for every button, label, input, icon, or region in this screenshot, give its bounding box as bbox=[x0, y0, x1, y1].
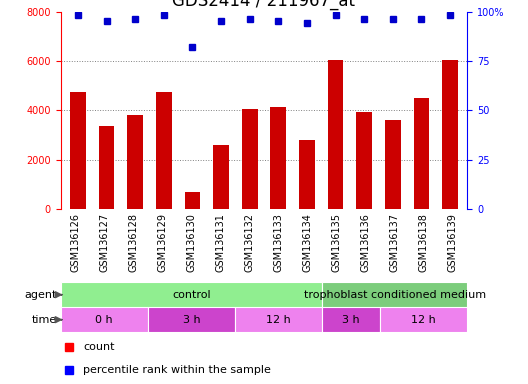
Text: GSM136134: GSM136134 bbox=[303, 213, 313, 272]
Text: time: time bbox=[31, 314, 56, 325]
Bar bbox=[322, 282, 467, 307]
Text: percentile rank within the sample: percentile rank within the sample bbox=[83, 365, 271, 375]
Text: GSM136138: GSM136138 bbox=[419, 213, 429, 272]
Bar bbox=[70, 92, 86, 209]
Bar bbox=[356, 112, 372, 209]
Text: agent: agent bbox=[24, 290, 56, 300]
Bar bbox=[322, 307, 380, 332]
Text: GSM136136: GSM136136 bbox=[361, 213, 371, 272]
Text: 0 h: 0 h bbox=[96, 314, 113, 325]
Title: GDS2414 / 211967_at: GDS2414 / 211967_at bbox=[173, 0, 355, 10]
Bar bbox=[156, 92, 172, 209]
Bar bbox=[61, 307, 148, 332]
Text: GSM136139: GSM136139 bbox=[448, 213, 458, 272]
Bar bbox=[270, 107, 286, 209]
Bar bbox=[99, 126, 115, 209]
Text: GSM136131: GSM136131 bbox=[215, 213, 225, 272]
Bar bbox=[185, 192, 200, 209]
Text: GSM136129: GSM136129 bbox=[157, 213, 167, 272]
Text: GSM136137: GSM136137 bbox=[390, 213, 400, 272]
Text: 12 h: 12 h bbox=[266, 314, 291, 325]
Text: 3 h: 3 h bbox=[183, 314, 200, 325]
Bar bbox=[380, 307, 467, 332]
Bar bbox=[328, 60, 343, 209]
Bar bbox=[385, 120, 401, 209]
Text: GSM136126: GSM136126 bbox=[70, 213, 80, 272]
Text: count: count bbox=[83, 342, 115, 352]
Bar bbox=[413, 98, 429, 209]
Text: GSM136128: GSM136128 bbox=[128, 213, 138, 272]
Text: GSM136127: GSM136127 bbox=[99, 213, 109, 272]
Text: GSM136130: GSM136130 bbox=[186, 213, 196, 272]
Text: trophoblast conditioned medium: trophoblast conditioned medium bbox=[304, 290, 486, 300]
Bar bbox=[242, 109, 258, 209]
Bar bbox=[127, 115, 143, 209]
Text: 3 h: 3 h bbox=[342, 314, 360, 325]
Text: GSM136135: GSM136135 bbox=[332, 213, 342, 272]
Text: 12 h: 12 h bbox=[411, 314, 436, 325]
Text: control: control bbox=[172, 290, 211, 300]
Text: GSM136132: GSM136132 bbox=[244, 213, 254, 272]
Bar bbox=[299, 140, 315, 209]
Text: GSM136133: GSM136133 bbox=[274, 213, 284, 272]
Bar bbox=[442, 60, 458, 209]
Bar bbox=[148, 307, 235, 332]
Bar bbox=[213, 145, 229, 209]
Bar bbox=[61, 282, 322, 307]
Bar bbox=[235, 307, 322, 332]
